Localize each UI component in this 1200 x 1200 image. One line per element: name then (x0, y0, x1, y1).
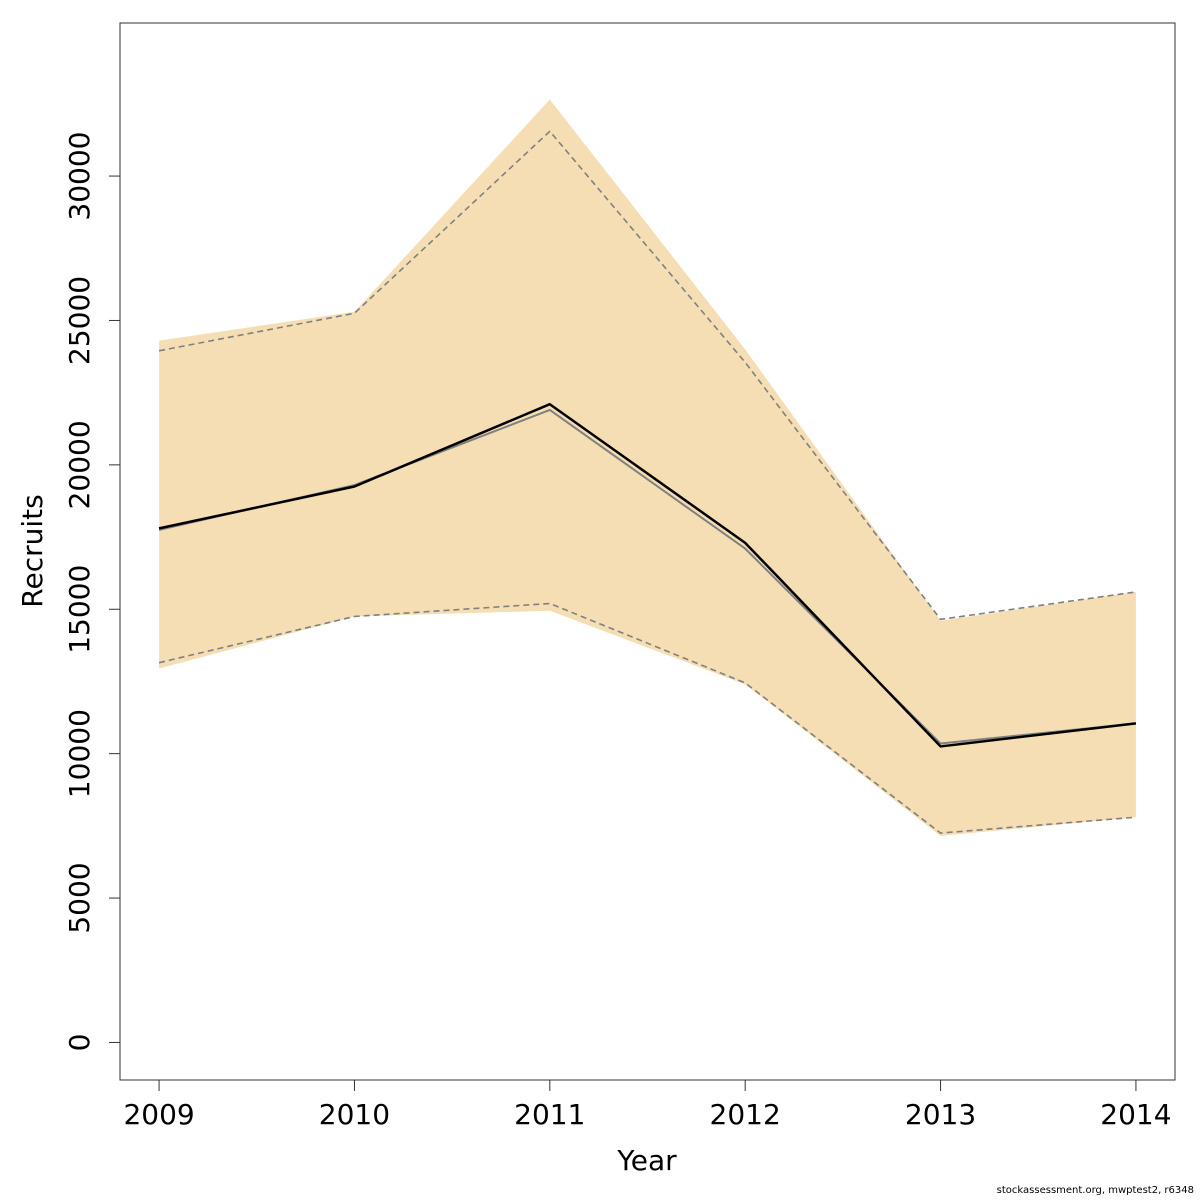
y-tick-label: 20000 (63, 420, 96, 509)
y-axis: 0 5000 10000 15000 20000 25000 30000 (63, 132, 120, 1052)
x-axis: 2009 2010 2011 2012 2013 2014 (123, 1080, 1172, 1131)
lower-bound-line (158, 602, 1136, 834)
footer-credit: stockassessment.org, mwptest2, r6348 (996, 1185, 1194, 1196)
upper-bound-line (158, 130, 1137, 621)
y-tick-label: 10000 (63, 709, 96, 798)
confidence-band (159, 99, 1136, 836)
y-tick-label: 0 (63, 1034, 96, 1052)
y-tick-label: 30000 (63, 132, 96, 221)
y-tick-label: 25000 (63, 276, 96, 365)
x-tick-label: 2009 (123, 1098, 194, 1131)
x-tick-label: 2011 (514, 1098, 585, 1131)
plot-frame (119, 22, 1176, 1081)
plot-area (158, 99, 1137, 836)
estimate-line (158, 402, 1137, 748)
x-tick-label: 2012 (710, 1098, 781, 1131)
x-tick-label: 2014 (1100, 1098, 1171, 1131)
x-tick-label: 2010 (319, 1098, 390, 1131)
x-axis-label: Year (616, 1144, 677, 1177)
y-tick-label: 15000 (63, 565, 96, 654)
y-axis-label: Recruits (16, 494, 49, 607)
y-tick-label: 5000 (63, 862, 96, 933)
x-tick-label: 2013 (905, 1098, 976, 1131)
